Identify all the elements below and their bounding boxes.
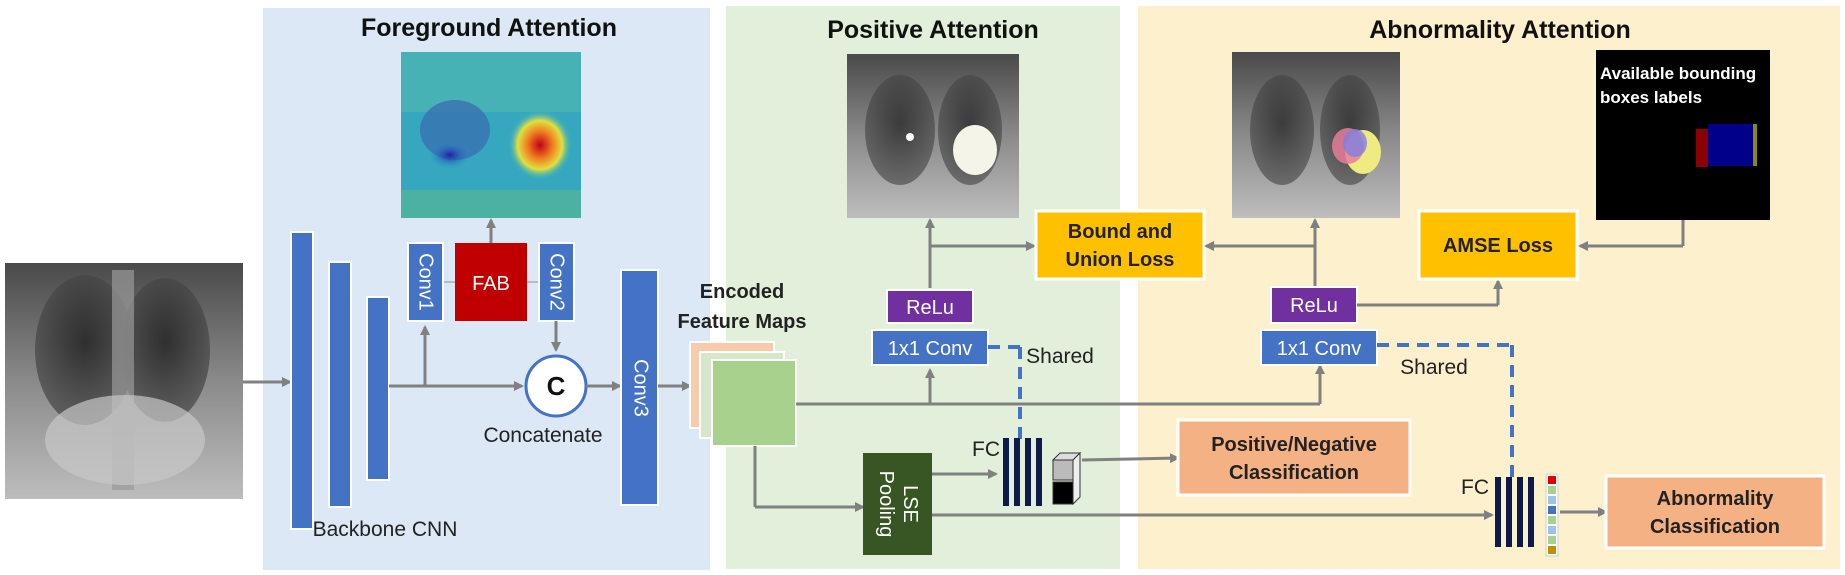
bound-union-loss-line1: Bound and bbox=[1068, 221, 1172, 243]
binary-output-cubes bbox=[1051, 451, 1082, 506]
fc-positive-label: FC bbox=[972, 438, 1000, 461]
bound-union-loss-line2: Union Loss bbox=[1066, 249, 1175, 271]
lse-pooling-block bbox=[863, 453, 932, 555]
encoded-label-line1: Encoded bbox=[700, 281, 784, 303]
bound-union-loss-block bbox=[1034, 209, 1206, 281]
posneg-line1: Positive/Negative bbox=[1211, 434, 1377, 456]
foreground-heatmap-image bbox=[401, 52, 581, 218]
shared-abnormality-label: Shared bbox=[1400, 356, 1468, 379]
fab-label: FAB bbox=[472, 273, 510, 295]
backbone-layer-3 bbox=[366, 296, 390, 481]
positive-mask-xray-image bbox=[847, 54, 1019, 218]
posneg-line2: Classification bbox=[1229, 462, 1359, 484]
fab-block bbox=[455, 243, 527, 321]
fc-abnormality-layer bbox=[1495, 477, 1534, 547]
concat-symbol: C bbox=[547, 371, 566, 401]
shared-positive-label: Shared bbox=[1026, 345, 1094, 368]
abn-class-line1: Abnormality bbox=[1657, 488, 1775, 510]
relu-positive-label: ReLu bbox=[906, 297, 954, 319]
bounding-box-labels-image bbox=[1596, 50, 1770, 220]
abnormality-classification-block bbox=[1604, 474, 1826, 550]
conv1-block bbox=[407, 242, 444, 322]
fc-positive-layer bbox=[1003, 438, 1042, 506]
conv2-label: Conv2 bbox=[546, 253, 568, 311]
relu-abnormality-label: ReLu bbox=[1290, 295, 1338, 317]
bbox-label-line1: Available bounding bbox=[1600, 64, 1756, 83]
backbone-layer-1 bbox=[290, 231, 314, 530]
lse-label-line1: LSEPooling bbox=[875, 471, 921, 538]
bbox-label-line2: boxes labels bbox=[1600, 88, 1702, 107]
multi-class-output-vector bbox=[1545, 473, 1559, 557]
concatenate-label: Concatenate bbox=[483, 424, 602, 447]
amse-loss-block bbox=[1417, 209, 1579, 281]
input-xray-image bbox=[5, 263, 243, 499]
encoded-label-line2: Feature Maps bbox=[678, 311, 807, 333]
relu-positive-block bbox=[886, 289, 974, 324]
panel-title-positive: Positive Attention bbox=[827, 16, 1039, 44]
conv3-label: Conv3 bbox=[630, 359, 652, 417]
backbone-label: Backbone CNN bbox=[313, 518, 458, 541]
amse-loss-label: AMSE Loss bbox=[1443, 235, 1553, 257]
abn-class-line2: Classification bbox=[1650, 516, 1780, 538]
abnormality-mask-xray-image bbox=[1232, 52, 1400, 218]
fc-abnormality-label: FC bbox=[1461, 476, 1489, 499]
conv2-block bbox=[538, 242, 575, 322]
feature-map-front bbox=[711, 359, 797, 447]
positive-negative-classification-block bbox=[1176, 418, 1412, 497]
conv1-label: Conv1 bbox=[415, 253, 437, 311]
conv1x1-abnormality-label: 1x1 Conv bbox=[1277, 338, 1362, 360]
backbone-layer-2 bbox=[328, 261, 352, 508]
conv1x1-abnormality-block bbox=[1260, 329, 1378, 366]
panel-title-foreground: Foreground Attention bbox=[361, 14, 617, 42]
panel-title-abnormality: Abnormality Attention bbox=[1369, 16, 1631, 44]
conv1x1-positive-label: 1x1 Conv bbox=[888, 338, 973, 360]
